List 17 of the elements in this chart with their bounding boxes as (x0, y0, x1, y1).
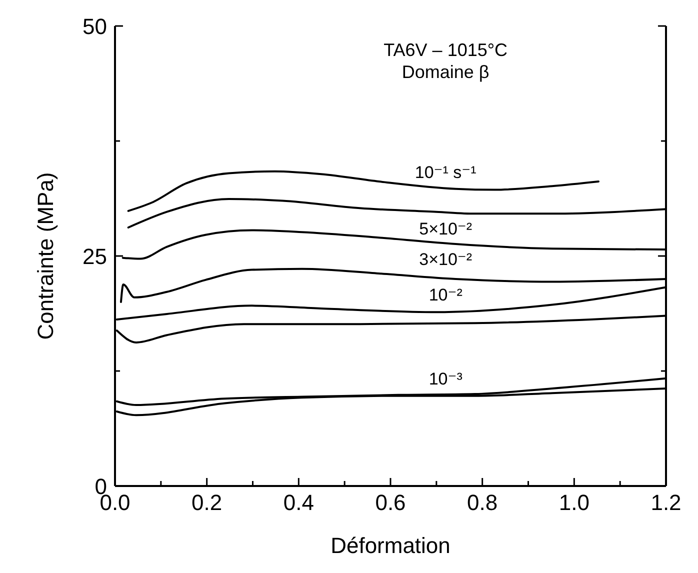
series-label: 10⁻¹ s⁻¹ (414, 162, 477, 182)
x-tick-label: 1.2 (650, 490, 682, 515)
y-tick-label: 25 (82, 244, 107, 269)
x-axis-title: Déformation (330, 533, 450, 558)
x-tick-label: 1.0 (558, 490, 590, 515)
x-tick-label: 0.2 (192, 490, 222, 515)
x-tick-label: 0.6 (375, 490, 406, 515)
text: Domaine β (402, 62, 490, 82)
x-tick-label: 0.4 (283, 490, 314, 515)
text: TA6V – 1015°C (384, 40, 508, 60)
series-label: 10⁻³ (428, 369, 463, 388)
y-axis-title: Contrainte (MPa) (33, 172, 58, 340)
x-tick-label: 0.8 (467, 490, 498, 515)
series-label: 3×10⁻² (419, 250, 472, 270)
series-label: 10⁻² (428, 285, 463, 304)
series-label: 5×10⁻² (419, 219, 472, 238)
y-tick-label: 50 (82, 14, 107, 39)
